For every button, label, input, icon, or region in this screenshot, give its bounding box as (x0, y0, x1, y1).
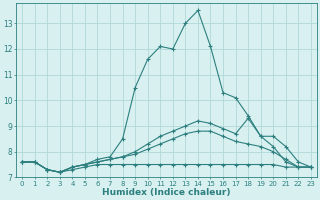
X-axis label: Humidex (Indice chaleur): Humidex (Indice chaleur) (102, 188, 231, 197)
